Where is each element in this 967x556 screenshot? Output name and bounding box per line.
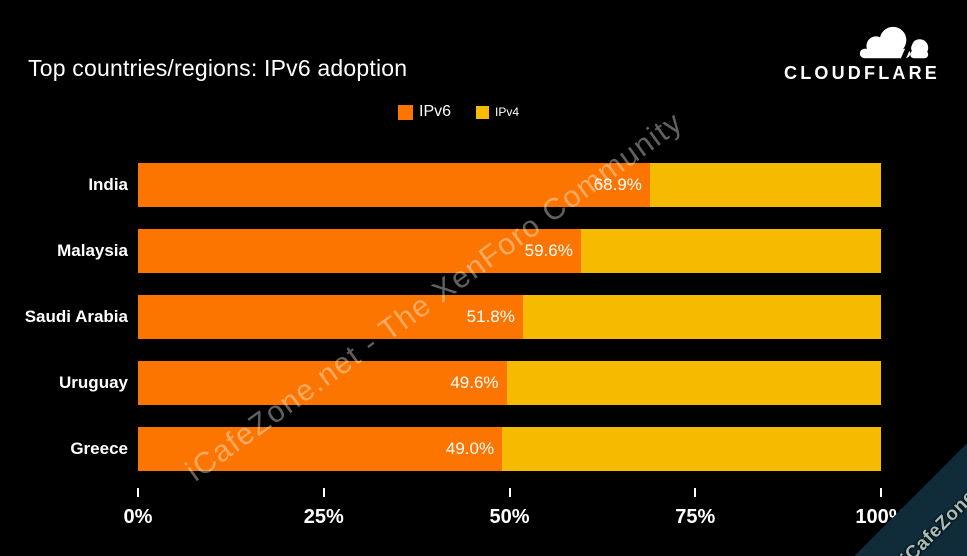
bar-value-label: 49.6%	[450, 373, 499, 392]
bar-track: 51.8%	[138, 295, 881, 339]
ipv4-bar-segment	[502, 427, 881, 471]
ipv6-bar-segment: 59.6%	[138, 229, 581, 273]
category-label: Greece	[70, 439, 128, 458]
category-label: India	[88, 175, 128, 194]
bar-row-greece: Greece 49.0%	[0, 427, 967, 471]
ipv6-bar-segment: 49.6%	[138, 361, 507, 405]
ipv6-bar-segment: 68.9%	[138, 163, 650, 207]
cloudflare-logo: CLOUDFLARE	[784, 24, 940, 84]
corner-ribbon-text: iCafeZone	[897, 486, 967, 556]
chart-legend: IPv6 IPv4	[398, 103, 519, 121]
bar-row-saudi-arabia: Saudi Arabia 51.8%	[0, 295, 967, 339]
ipv6-bar-segment: 49.0%	[138, 427, 503, 471]
bar-value-label: 68.9%	[593, 175, 642, 194]
x-tick-label: 75%	[675, 506, 716, 528]
x-tick-label: 25%	[303, 506, 344, 528]
bar-track: 68.9%	[138, 163, 881, 207]
x-tick-label: 0%	[123, 506, 153, 528]
ipv4-bar-segment	[649, 163, 881, 207]
bar-row-india: India 68.9%	[0, 163, 967, 207]
ipv4-swatch-icon	[476, 105, 490, 119]
ipv4-bar-segment	[580, 229, 881, 273]
ipv6-swatch-icon	[398, 104, 413, 120]
ipv4-bar-segment	[506, 361, 881, 405]
bar-rows: India 68.9% Malaysia 59.6% Saudi Arabia 51.8%…	[0, 163, 967, 493]
bar-value-label: 49.0%	[445, 439, 495, 458]
category-label: Uruguay	[59, 373, 128, 392]
legend-label-ipv6: IPv6	[419, 103, 452, 120]
bar-value-label: 51.8%	[466, 307, 515, 326]
x-tick-label: 50%	[489, 506, 530, 528]
bar-value-label: 59.6%	[524, 241, 573, 260]
bar-row-uruguay: Uruguay 49.6%	[0, 361, 967, 405]
bar-track: 59.6%	[138, 229, 881, 273]
category-label: Saudi Arabia	[24, 307, 128, 326]
bar-track: 49.6%	[138, 361, 881, 405]
category-label: Malaysia	[57, 241, 128, 260]
bar-row-malaysia: Malaysia 59.6%	[0, 229, 967, 273]
ipv6-bar-segment: 51.8%	[138, 295, 523, 339]
bar-track: 49.0%	[138, 427, 881, 471]
legend-label-ipv4: IPv4	[495, 105, 520, 119]
cloudflare-wordmark: CLOUDFLARE	[784, 63, 940, 83]
ipv4-bar-segment	[522, 295, 881, 339]
cloudflare-cloud-icon	[859, 26, 929, 62]
chart-title: Top countries/regions: IPv6 adoption	[28, 55, 408, 81]
